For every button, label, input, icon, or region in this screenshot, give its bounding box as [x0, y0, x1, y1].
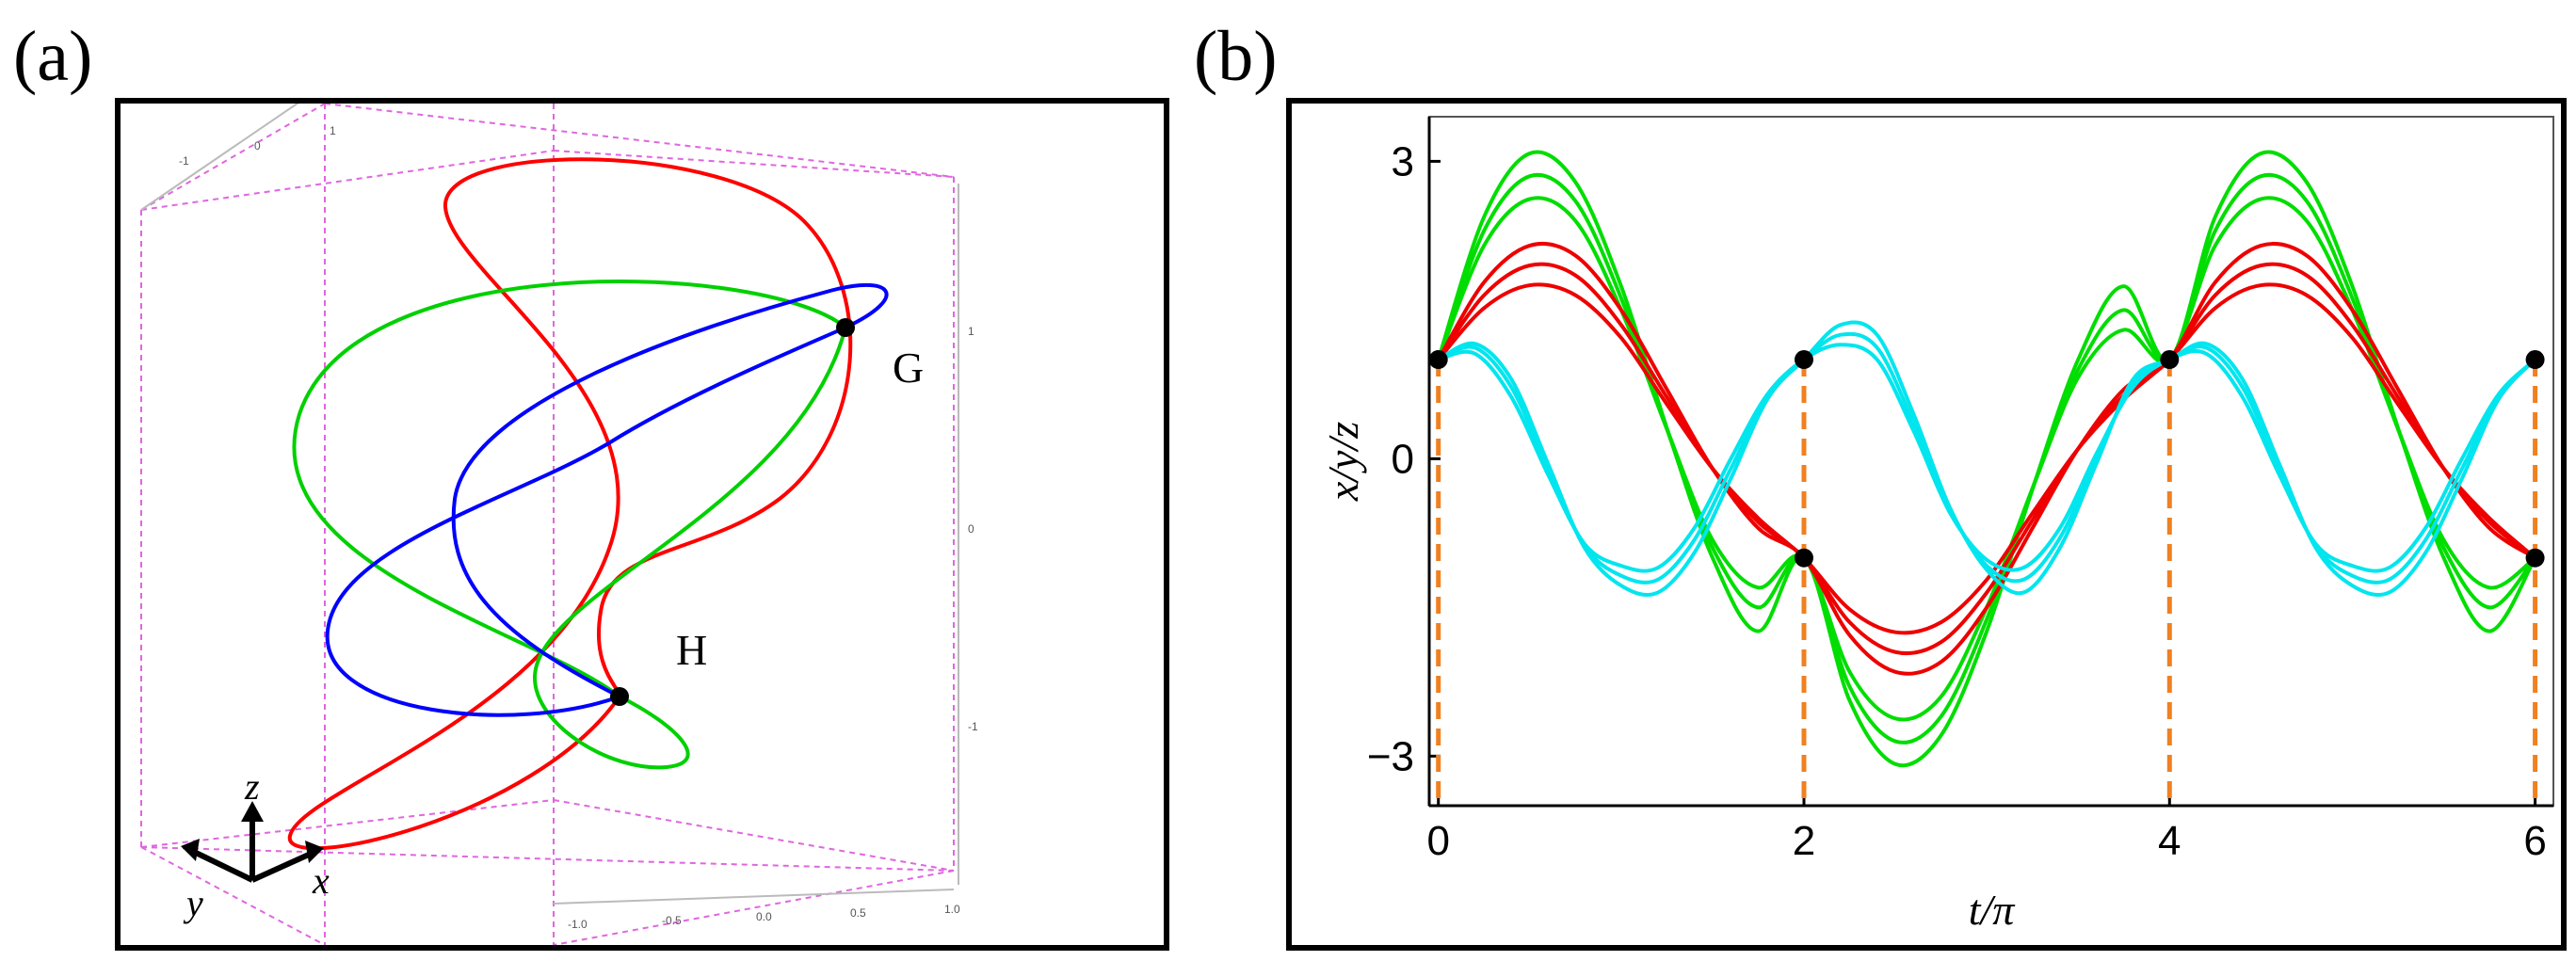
box-edge: [553, 799, 955, 872]
box-tick-label-bottom: 0.5: [850, 906, 866, 920]
y-tick-label: 0: [1392, 436, 1414, 482]
box-edge: [553, 150, 955, 178]
point-h-marker: [610, 687, 629, 706]
box-edge: [140, 150, 555, 211]
box-axis-top: [140, 104, 299, 211]
series-curve: [1438, 343, 2536, 573]
series-curve: [1436, 241, 2536, 676]
box-tick-label-right: -1: [968, 720, 978, 733]
series-curve: [1437, 320, 2537, 597]
box-tick-label-top: -1: [179, 154, 189, 168]
panel-label-a: (a): [13, 17, 93, 96]
y-axis-title: x/y/z: [1319, 422, 1367, 502]
data-markers: [1428, 350, 2545, 568]
box-edge: [553, 870, 955, 945]
box-tick-label-right: 1: [968, 325, 974, 338]
trajectory-curve: [287, 157, 853, 851]
triad-y-arrow: [192, 849, 254, 883]
special-points: GH: [610, 318, 924, 706]
point-g-label: G: [893, 344, 924, 392]
triad-z-head: [241, 801, 264, 822]
box-axis-bottom: [553, 889, 955, 905]
box-tick-labels: -1 0 1 1 0 -1 -1.0 -0.5 0.0 0.5 1.0: [179, 124, 978, 931]
series-curve: [1437, 262, 2536, 656]
data-marker: [2160, 350, 2180, 370]
trajectories-3d: [287, 157, 889, 851]
panel-b-frame: 0 2 4 6 −3 0 3 t/π x/y/z: [1286, 98, 2567, 951]
series-curve: [1436, 196, 2536, 722]
triad-x-head: [305, 841, 324, 863]
box-edge: [140, 846, 955, 872]
time-series-curves: [1436, 150, 2537, 768]
x-tick-label: 6: [2523, 818, 2546, 864]
box-tick-label-top: 0: [254, 139, 261, 152]
x-tick-label: 0: [1426, 818, 1449, 864]
point-g-marker: [836, 318, 855, 337]
triad-x-arrow: [250, 851, 313, 883]
plot-axes: 0 2 4 6 −3 0 3: [1367, 116, 2554, 864]
y-tick-label: 3: [1392, 138, 1414, 184]
series-curve: [1437, 331, 2537, 585]
axis-labels: t/π x/y/z: [1319, 422, 2016, 934]
vertical-dashed-lines: [1436, 360, 2538, 806]
triad-y-head: [181, 839, 200, 861]
triad-z-label: z: [244, 765, 260, 808]
data-marker: [2525, 548, 2545, 568]
x-axis-title: t/π: [1969, 886, 2017, 934]
x-tick-label: 4: [2158, 818, 2181, 864]
series-curve: [1436, 150, 2537, 768]
data-marker: [1795, 350, 1813, 370]
box-tick-label-top: 1: [330, 124, 336, 137]
panel-label-b: (b): [1194, 17, 1278, 96]
triad-x-label: x: [312, 859, 330, 902]
box-tick-label-bottom: -1.0: [568, 918, 588, 931]
box-tick-label-right: 0: [968, 522, 974, 536]
bounding-box: [140, 104, 959, 945]
box-edge: [140, 846, 326, 945]
box-edge: [140, 104, 326, 211]
trajectory-curve: [325, 282, 889, 717]
box-tick-label-bottom: 0.0: [756, 910, 772, 923]
data-marker: [1428, 350, 1448, 370]
data-marker: [1795, 548, 1813, 568]
box-tick-label-bottom: 1.0: [944, 903, 960, 916]
axes-triad: z y x: [181, 765, 330, 924]
triad-y-label: y: [183, 882, 203, 924]
x-tick-label: 2: [1793, 818, 1815, 864]
box-edge: [140, 799, 555, 848]
box-tick-label-bottom: -0.5: [662, 914, 682, 927]
y-tick-label: −3: [1367, 733, 1414, 779]
data-marker: [2525, 350, 2545, 370]
panel-b-time-series-plot: 0 2 4 6 −3 0 3 t/π x/y/z: [1319, 116, 2554, 934]
point-h-label: H: [676, 626, 707, 674]
plot-area: [1428, 116, 2554, 807]
series-curve: [1436, 172, 2537, 745]
box-edge: [324, 104, 955, 178]
